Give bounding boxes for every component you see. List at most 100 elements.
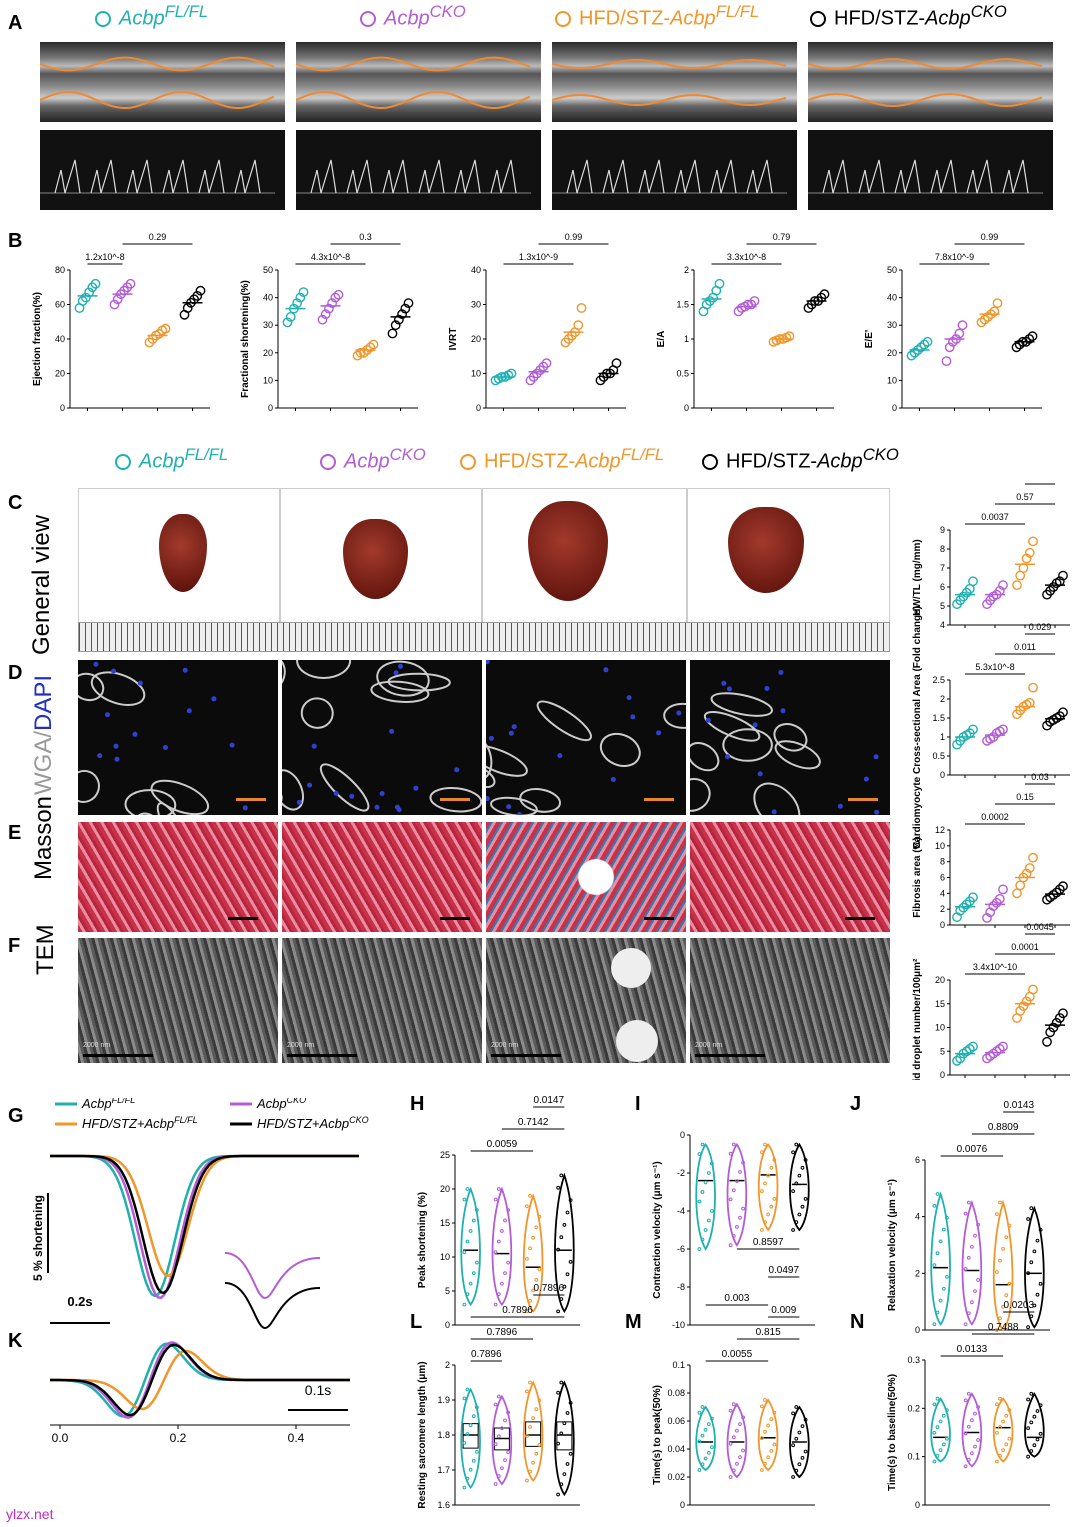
nucleus [486,796,490,802]
scale-bar [491,1054,561,1057]
p-value: 0.0059 [487,1139,518,1150]
data-point [500,1466,504,1471]
scale-bar [228,917,258,920]
data-point [568,1451,573,1456]
legend2-group-2: AcbpCKO [320,445,426,474]
y-tick-label: 0 [268,403,273,413]
data-point [562,1223,567,1227]
panel-label-g: G [8,1105,24,1127]
data-point [769,1417,774,1422]
data-point [944,342,955,353]
doppler-image [808,130,1053,210]
data-point [1021,553,1032,564]
data-point [556,1247,561,1252]
data-point [528,1246,532,1251]
violin-shape [789,1142,810,1232]
data-point [537,1443,542,1447]
data-point [919,339,930,350]
data-point [963,1322,968,1327]
legend-sup: FL/FL [164,2,209,21]
y-tick-label: 4 [940,620,945,630]
data-point [966,1200,971,1205]
p-value: 0.0143 [1003,1100,1034,1111]
data-point [760,1468,764,1472]
nucleus [163,745,168,750]
data-point [968,724,978,735]
data-point [500,1229,504,1233]
data-point [735,1225,739,1229]
y-tick-label: 2 [940,694,945,704]
data-point [1029,1206,1034,1211]
data-point [462,1441,467,1445]
y-tick-label: 1.7 [437,1465,450,1475]
y-tick-label: 0 [60,403,65,413]
data-point [968,576,978,587]
y-tick-label: 2 [940,904,945,914]
data-point [710,1445,714,1450]
tem-image-2: 2000 nm [282,938,482,1063]
y-axis-label: Ejection fraction(%) [32,292,43,386]
y-tick-label: 10 [471,369,481,379]
data-point [475,1208,479,1212]
legend-label: Acbp [139,450,185,473]
y-tick-label: 1.9 [437,1395,450,1405]
scale-bar [848,798,878,801]
mmode-image [295,42,541,122]
data-point [973,1411,977,1416]
data-point [160,323,171,334]
data-point [797,1212,802,1217]
data-point [534,1407,539,1412]
y-tick-label: -4 [677,1206,685,1216]
data-point [1035,1409,1040,1413]
data-point [714,278,725,289]
nucleus [874,809,880,815]
data-point [794,1405,799,1409]
data-point [1026,1426,1030,1431]
e-a-waves [822,159,1029,194]
nucleus [726,686,732,692]
data-point [760,1150,764,1155]
data-point [568,1198,573,1202]
data-point [976,1438,980,1442]
panel-g-traces: AcbpFL/FL AcbpCKO HFD/STZ+AcbpFL/FL HFD/STZ… [31,1098,369,1330]
data-point [387,328,398,339]
y-tick-label: 0.06 [667,1416,685,1426]
data-point [528,1380,532,1385]
legend-sup: CKO [429,2,466,21]
wall-trace-bottom [807,92,1043,108]
data-point [1058,881,1068,892]
data-point [493,1402,498,1407]
scale-label: 2000 nm [491,1042,519,1049]
data-point [706,1422,711,1427]
data-point [976,1278,980,1282]
data-point [1029,1314,1034,1319]
masson-image-2 [282,822,482,932]
legend-label: Acbp [575,450,621,473]
data-point [791,1150,796,1155]
violin-shape [757,1143,779,1232]
y-tick-label: 2.5 [932,675,945,685]
wga-label: WGA/ [30,731,57,795]
data-point [945,1215,949,1220]
data-point [697,1468,702,1472]
watermark: ylzx.net [6,1506,54,1522]
cell-outline [282,783,283,810]
data-point [697,1199,702,1204]
data-point [791,1189,796,1193]
y-tick-label: 5 [445,1286,450,1296]
data-point [537,1267,542,1272]
data-point [1001,1419,1005,1424]
p-value: 0.8809 [988,1122,1019,1133]
nucleus [610,777,616,782]
data-point [1007,1223,1012,1228]
data-point [475,1260,479,1265]
data-point [282,317,293,328]
data-point [531,1460,536,1465]
data-point [760,1404,764,1409]
data-point [791,1475,796,1479]
data-point [976,317,987,328]
legend2-group-4: HFD/STZ-AcbpCKO [702,445,899,474]
data-point [493,1250,498,1255]
wall-trace-bottom [295,90,531,110]
wall-traces [807,58,1043,108]
